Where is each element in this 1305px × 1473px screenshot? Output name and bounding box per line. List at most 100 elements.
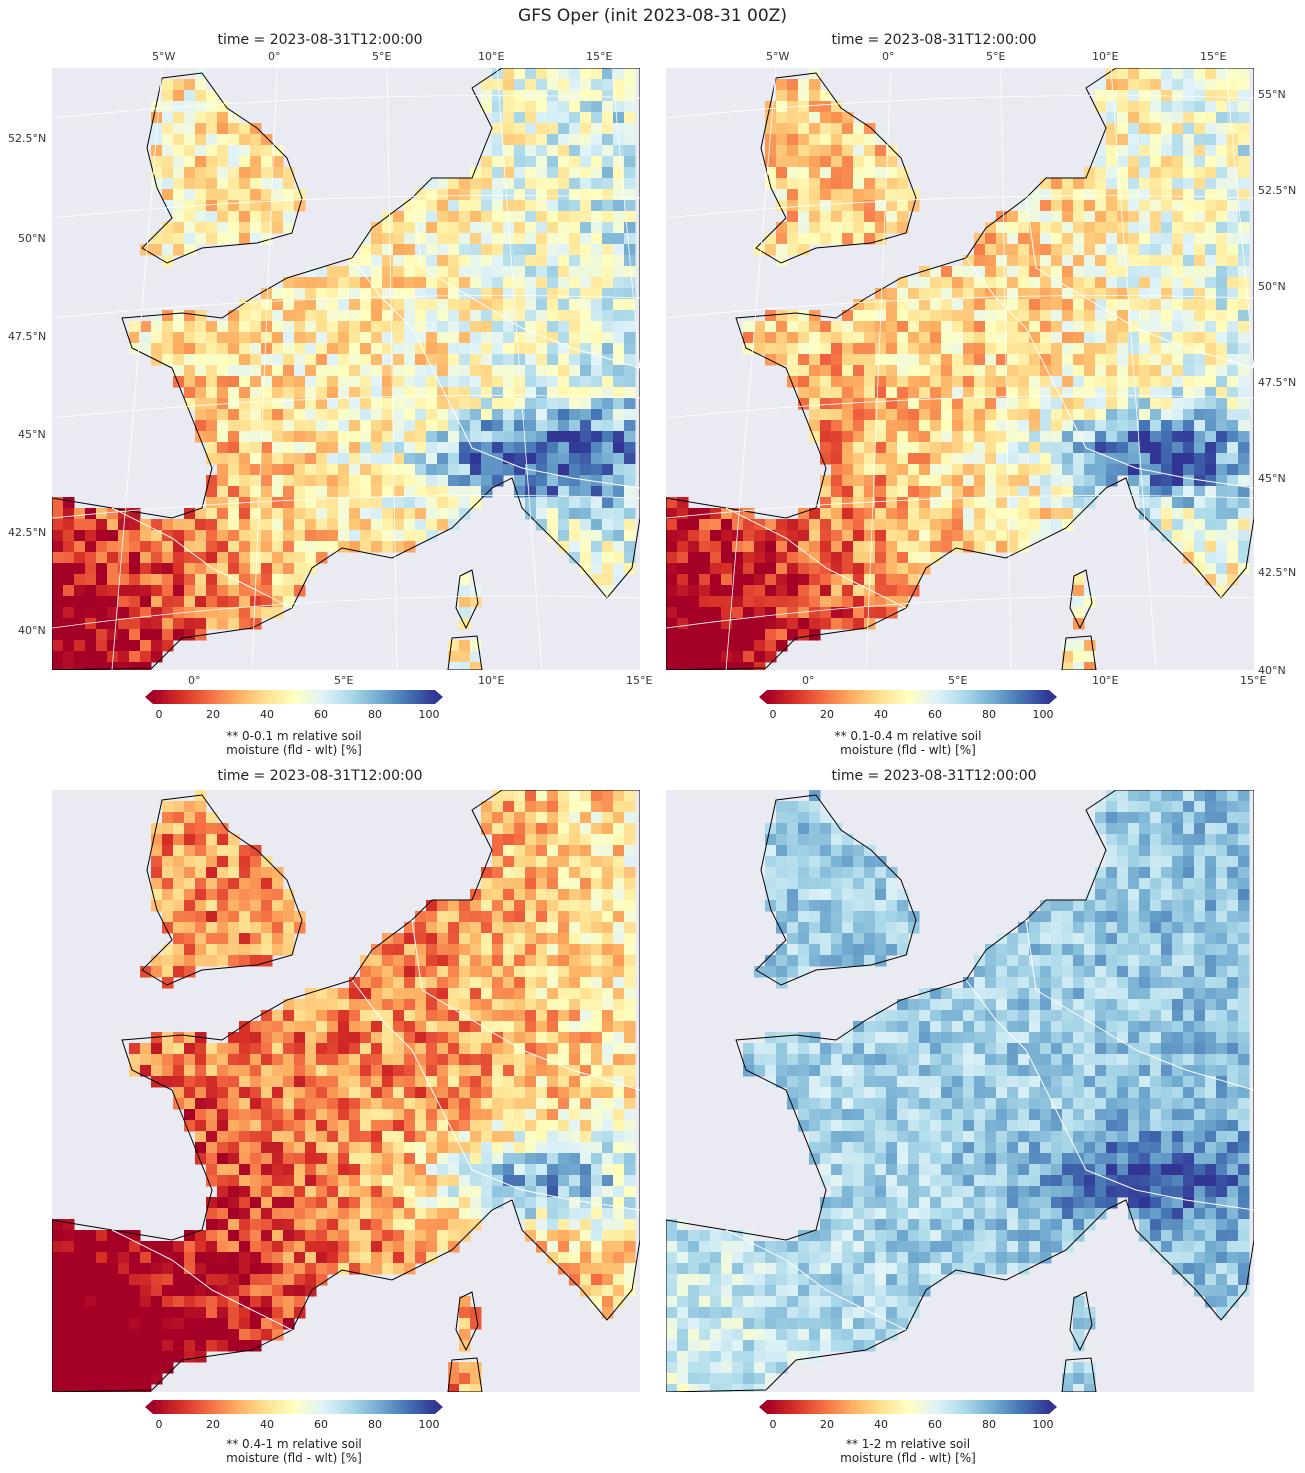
moisture-cell	[1238, 354, 1250, 366]
moisture-cell	[580, 1197, 592, 1209]
moisture-cell	[283, 321, 295, 333]
moisture-cell	[250, 1142, 262, 1154]
moisture-cell	[930, 431, 942, 443]
moisture-cell	[448, 1153, 460, 1165]
moisture-cell	[624, 376, 636, 388]
moisture-cell	[536, 167, 548, 179]
moisture-cell	[492, 211, 504, 223]
moisture-cell	[1117, 365, 1129, 377]
moisture-cell	[1216, 299, 1228, 311]
moisture-cell	[1161, 200, 1173, 212]
moisture-cell	[897, 552, 909, 564]
moisture-cell	[492, 790, 504, 802]
moisture-cell	[1205, 134, 1217, 146]
moisture-cell	[580, 1219, 592, 1231]
moisture-cell	[613, 453, 625, 465]
bottom-lon-label: 15°E	[626, 674, 653, 687]
moisture-cell	[415, 519, 427, 531]
moisture-cell	[1007, 398, 1019, 410]
moisture-cell	[250, 1032, 262, 1044]
moisture-cell	[503, 354, 515, 366]
moisture-cell	[732, 552, 744, 564]
moisture-cell	[470, 266, 482, 278]
moisture-cell	[853, 574, 865, 586]
moisture-cell	[173, 123, 185, 135]
moisture-cell	[853, 442, 865, 454]
moisture-cell	[360, 1131, 372, 1143]
moisture-cell	[798, 101, 810, 113]
moisture-cell	[63, 508, 75, 520]
moisture-cell	[919, 288, 931, 300]
moisture-cell	[140, 596, 152, 608]
moisture-cell	[842, 112, 854, 124]
moisture-cell	[305, 1131, 317, 1143]
moisture-cell	[140, 541, 152, 553]
moisture-cell	[371, 354, 383, 366]
moisture-cell	[1073, 200, 1085, 212]
moisture-cell	[842, 310, 854, 322]
moisture-cell	[173, 90, 185, 102]
moisture-cell	[547, 145, 559, 157]
moisture-cell	[118, 541, 130, 553]
moisture-cell	[206, 1219, 218, 1231]
moisture-cell	[591, 178, 603, 190]
moisture-cell	[228, 541, 240, 553]
moisture-cell	[74, 585, 86, 597]
moisture-cell	[503, 321, 515, 333]
moisture-cell	[195, 530, 207, 542]
moisture-cell	[503, 79, 515, 91]
moisture-cell	[459, 574, 471, 586]
moisture-cell	[294, 310, 306, 322]
moisture-cell	[842, 486, 854, 498]
moisture-cell	[602, 1076, 614, 1088]
moisture-cell	[437, 409, 449, 421]
moisture-cell	[404, 1175, 416, 1187]
moisture-cell	[897, 222, 909, 234]
moisture-cell	[974, 365, 986, 377]
moisture-cell	[349, 420, 361, 432]
moisture-cell	[1172, 299, 1184, 311]
moisture-cell	[393, 376, 405, 388]
moisture-cell	[96, 563, 108, 575]
moisture-cell	[448, 1175, 460, 1187]
moisture-cell	[206, 856, 218, 868]
moisture-cell	[272, 211, 284, 223]
moisture-cell	[1084, 178, 1096, 190]
moisture-cell	[820, 508, 832, 520]
moisture-cell	[1084, 167, 1096, 179]
moisture-cell	[1205, 453, 1217, 465]
moisture-cell	[437, 1186, 449, 1198]
moisture-cell	[919, 486, 931, 498]
moisture-cell	[853, 310, 865, 322]
moisture-cell	[107, 585, 119, 597]
moisture-cell	[272, 1219, 284, 1231]
moisture-cell	[514, 1087, 526, 1099]
moisture-cell	[305, 1120, 317, 1132]
moisture-cell	[404, 1054, 416, 1066]
moisture-cell	[448, 1087, 460, 1099]
moisture-cell	[195, 790, 207, 802]
moisture-cell	[217, 222, 229, 234]
moisture-cell	[1172, 343, 1184, 355]
moisture-cell	[1073, 299, 1085, 311]
moisture-cell	[338, 988, 350, 1000]
moisture-cell	[536, 475, 548, 487]
moisture-cell	[382, 955, 394, 967]
moisture-cell	[173, 1032, 185, 1044]
moisture-cell	[393, 277, 405, 289]
moisture-cell	[261, 354, 273, 366]
moisture-cell	[85, 508, 97, 520]
moisture-cell	[1040, 486, 1052, 498]
moisture-cell	[613, 431, 625, 443]
moisture-cell	[1238, 211, 1250, 223]
moisture-cell	[831, 618, 843, 630]
moisture-cell	[624, 563, 636, 575]
moisture-cell	[536, 288, 548, 300]
moisture-cell	[195, 123, 207, 135]
moisture-cell	[217, 563, 229, 575]
moisture-cell	[448, 1197, 460, 1209]
moisture-cell	[536, 1054, 548, 1066]
moisture-cell	[250, 497, 262, 509]
moisture-cell	[602, 178, 614, 190]
moisture-cell	[886, 574, 898, 586]
